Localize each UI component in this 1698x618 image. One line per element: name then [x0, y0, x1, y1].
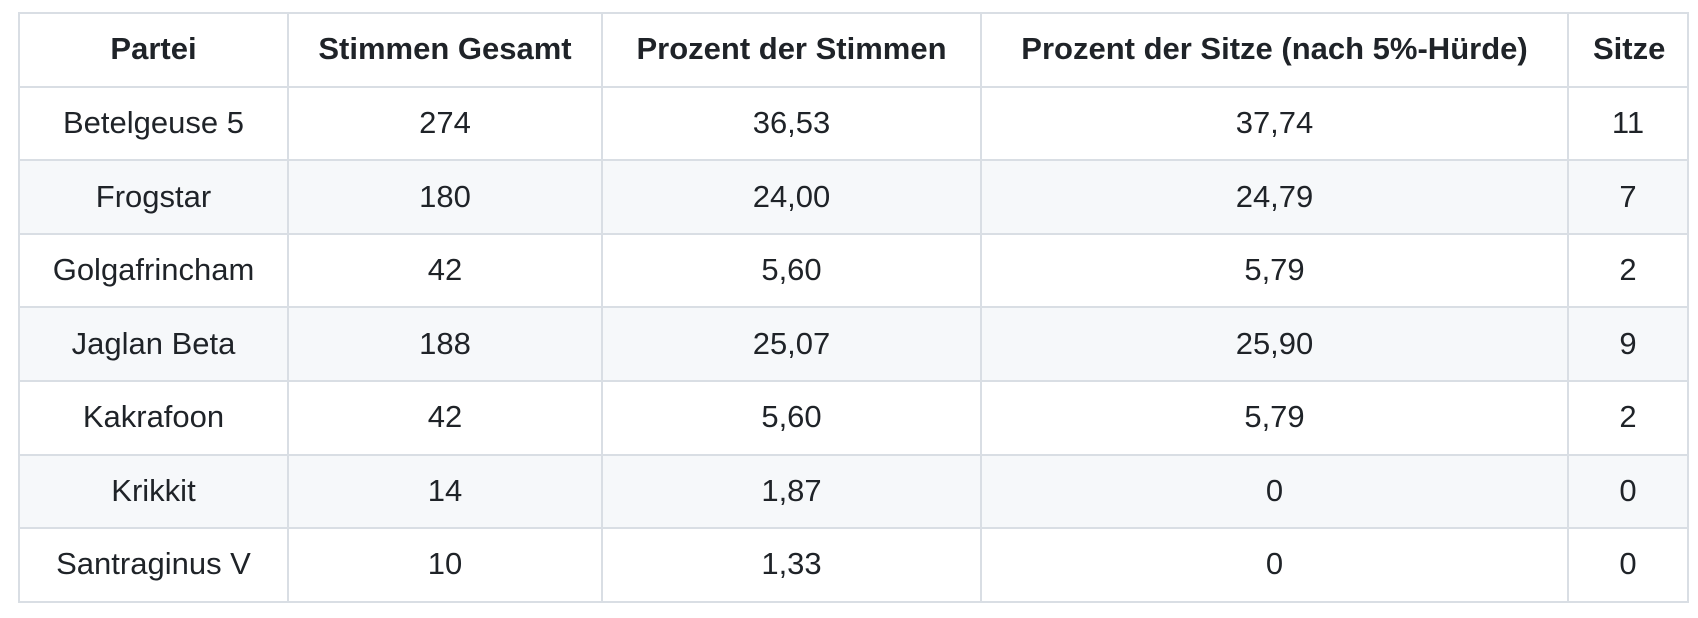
table-row-betelgeuse-5: Betelgeuse 5 274 36,53 37,74 11 — [18, 85, 1689, 162]
table-row-santraginus-v: Santraginus V 10 1,33 0 0 — [18, 527, 1689, 603]
cell-sitze: 11 — [1567, 85, 1689, 162]
cell-prozent-der-stimmen: 36,53 — [601, 85, 982, 162]
cell-prozent-der-stimmen: 5,60 — [601, 232, 982, 309]
cell-sitze: 0 — [1567, 527, 1689, 603]
cell-partei: Jaglan Beta — [18, 306, 289, 382]
cell-partei: Kakrafoon — [18, 379, 289, 456]
cell-prozent-der-stimmen: 5,60 — [601, 379, 982, 456]
cell-prozent-der-stimmen: 1,87 — [601, 453, 982, 530]
table-row-kakrafoon: Kakrafoon 42 5,60 5,79 2 — [18, 379, 1689, 456]
cell-prozent-der-sitze: 5,79 — [980, 379, 1569, 456]
cell-sitze: 2 — [1567, 232, 1689, 309]
cell-partei: Frogstar — [18, 159, 289, 235]
cell-prozent-der-sitze: 24,79 — [980, 159, 1569, 235]
table-row-frogstar: Frogstar 180 24,00 24,79 7 — [18, 159, 1689, 235]
cell-partei: Krikkit — [18, 453, 289, 530]
election-results-table: Partei Stimmen Gesamt Prozent der Stimme… — [18, 12, 1689, 603]
cell-sitze: 2 — [1567, 379, 1689, 456]
cell-prozent-der-sitze: 5,79 — [980, 232, 1569, 309]
column-header-prozent-der-stimmen: Prozent der Stimmen — [601, 12, 982, 88]
column-header-sitze: Sitze — [1567, 12, 1689, 88]
table-body: Betelgeuse 5 274 36,53 37,74 11 Frogstar… — [18, 85, 1689, 603]
cell-sitze: 9 — [1567, 306, 1689, 382]
cell-partei: Betelgeuse 5 — [18, 85, 289, 162]
table-row-golgafrincham: Golgafrincham 42 5,60 5,79 2 — [18, 232, 1689, 309]
cell-prozent-der-stimmen: 25,07 — [601, 306, 982, 382]
cell-prozent-der-stimmen: 24,00 — [601, 159, 982, 235]
cell-stimmen-gesamt: 42 — [287, 232, 603, 309]
table-row-jaglan-beta: Jaglan Beta 188 25,07 25,90 9 — [18, 306, 1689, 382]
column-header-prozent-der-sitze: Prozent der Sitze (nach 5%-Hürde) — [980, 12, 1569, 88]
cell-partei: Golgafrincham — [18, 232, 289, 309]
cell-stimmen-gesamt: 188 — [287, 306, 603, 382]
cell-sitze: 0 — [1567, 453, 1689, 530]
cell-stimmen-gesamt: 274 — [287, 85, 603, 162]
cell-prozent-der-sitze: 37,74 — [980, 85, 1569, 162]
cell-stimmen-gesamt: 14 — [287, 453, 603, 530]
cell-prozent-der-sitze: 0 — [980, 453, 1569, 530]
header-row: Partei Stimmen Gesamt Prozent der Stimme… — [18, 12, 1689, 88]
table-row-krikkit: Krikkit 14 1,87 0 0 — [18, 453, 1689, 530]
cell-stimmen-gesamt: 42 — [287, 379, 603, 456]
cell-partei: Santraginus V — [18, 527, 289, 603]
column-header-partei: Partei — [18, 12, 289, 88]
cell-sitze: 7 — [1567, 159, 1689, 235]
table-header: Partei Stimmen Gesamt Prozent der Stimme… — [18, 12, 1689, 88]
cell-stimmen-gesamt: 10 — [287, 527, 603, 603]
cell-prozent-der-sitze: 25,90 — [980, 306, 1569, 382]
column-header-stimmen-gesamt: Stimmen Gesamt — [287, 12, 603, 88]
page: Partei Stimmen Gesamt Prozent der Stimme… — [18, 12, 1689, 603]
cell-stimmen-gesamt: 180 — [287, 159, 603, 235]
cell-prozent-der-sitze: 0 — [980, 527, 1569, 603]
cell-prozent-der-stimmen: 1,33 — [601, 527, 982, 603]
